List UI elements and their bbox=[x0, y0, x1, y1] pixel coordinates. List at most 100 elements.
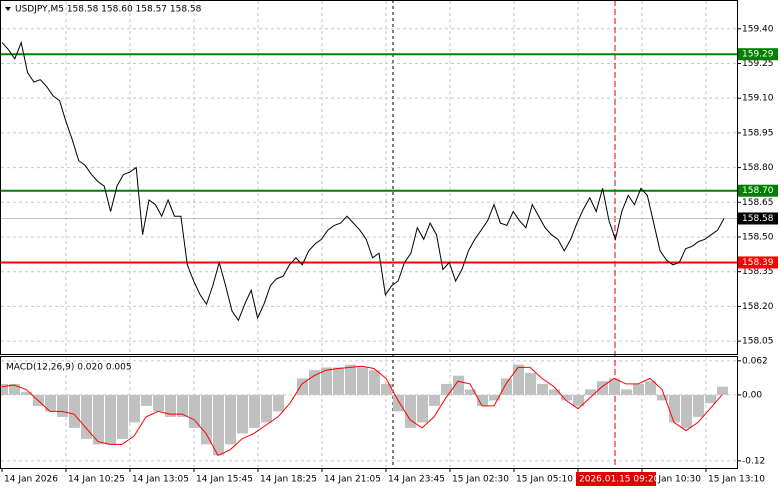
macd-bar bbox=[657, 394, 668, 401]
macd-bar bbox=[261, 394, 272, 423]
macd-bar bbox=[705, 394, 716, 404]
macd-bar bbox=[81, 394, 92, 439]
x-tick-label: 14 Jan 2026 bbox=[4, 475, 58, 485]
price-line bbox=[1, 40, 725, 322]
y-tick-label: 158.95 bbox=[742, 128, 774, 138]
level-label: 159.29 bbox=[742, 50, 774, 60]
macd-bar bbox=[717, 386, 728, 395]
y-tick-label: 159.25 bbox=[742, 59, 774, 69]
macd-bar bbox=[237, 394, 248, 434]
x-tick-label: 15 Jan 10:30 bbox=[644, 475, 701, 485]
price-tag bbox=[738, 212, 778, 225]
macd-bar bbox=[501, 378, 512, 395]
x-tick-label: 14 Jan 10:25 bbox=[68, 475, 125, 485]
macd-bar bbox=[513, 364, 524, 395]
macd-bar bbox=[165, 394, 176, 417]
macd-bar bbox=[561, 394, 572, 401]
y-tick-label: 158.05 bbox=[742, 337, 774, 347]
y-tick-label: 0.00 bbox=[742, 390, 762, 400]
x-tick-label: 14 Jan 23:45 bbox=[388, 475, 445, 485]
macd-bar bbox=[369, 370, 380, 395]
macd-bar bbox=[489, 394, 500, 401]
y-tick-label: 158.65 bbox=[742, 198, 774, 208]
macd-bar bbox=[225, 394, 236, 445]
macd-bar bbox=[105, 394, 116, 445]
macd-bar bbox=[45, 394, 56, 412]
symbol-header: USDJPY,M5 158.58 158.60 158.57 158.58 bbox=[15, 5, 202, 15]
macd-header: MACD(12,26,9) 0.020 0.005 bbox=[6, 363, 132, 373]
y-tick-label: 159.40 bbox=[742, 24, 774, 34]
cursor-time-label: 2026.01.15 09:20 bbox=[579, 475, 660, 485]
macd-bar bbox=[0, 383, 8, 395]
macd-bar bbox=[213, 394, 224, 456]
price-label: 158.58 bbox=[742, 214, 774, 224]
macd-bar bbox=[537, 383, 548, 395]
macd-bar bbox=[693, 394, 704, 417]
signal-line bbox=[1, 365, 723, 457]
macd-bar bbox=[681, 394, 692, 428]
level-label: 158.70 bbox=[742, 186, 774, 196]
macd-bar bbox=[417, 394, 428, 423]
x-tick-label: 15 Jan 02:30 bbox=[452, 475, 509, 485]
macd-bar bbox=[189, 394, 200, 428]
macd-bar bbox=[441, 383, 452, 395]
macd-bar bbox=[249, 394, 260, 428]
x-tick-label: 15 Jan 13:10 bbox=[708, 475, 765, 485]
macd-bar bbox=[141, 394, 152, 406]
macd-bar bbox=[453, 375, 464, 395]
macd-bar bbox=[333, 367, 344, 395]
macd-bar bbox=[153, 394, 164, 412]
level-tag bbox=[738, 256, 778, 269]
x-tick-label: 14 Jan 18:25 bbox=[260, 475, 317, 485]
macd-bar bbox=[477, 394, 488, 406]
level-tag bbox=[738, 48, 778, 61]
macd-bar bbox=[69, 394, 80, 428]
macd-bar bbox=[297, 378, 308, 395]
macd-bar bbox=[645, 381, 656, 395]
macd-bar bbox=[585, 389, 596, 395]
y-tick-label: 158.80 bbox=[742, 163, 774, 173]
macd-bar bbox=[201, 394, 212, 445]
macd-bar bbox=[621, 389, 632, 395]
macd-bar bbox=[405, 394, 416, 428]
macd-bar bbox=[345, 364, 356, 395]
macd-bar bbox=[321, 367, 332, 395]
macd-bar bbox=[549, 389, 560, 395]
x-tick-label: 14 Jan 13:05 bbox=[132, 475, 189, 485]
macd-bar bbox=[597, 381, 608, 395]
y-tick-label: 158.50 bbox=[742, 233, 774, 243]
macd-bar bbox=[129, 394, 140, 423]
macd-bar bbox=[669, 394, 680, 423]
macd-bar bbox=[381, 383, 392, 395]
level-tag bbox=[738, 184, 778, 197]
grid bbox=[1, 1, 737, 468]
macd-frame bbox=[0, 356, 738, 469]
menu-arrow[interactable] bbox=[5, 7, 11, 11]
macd-bar bbox=[525, 372, 536, 395]
macd-bar bbox=[429, 394, 440, 406]
macd-bar bbox=[177, 394, 188, 417]
x-tick-label: 14 Jan 15:45 bbox=[196, 475, 253, 485]
macd-bar bbox=[93, 394, 104, 445]
cursor-time-tag bbox=[576, 472, 656, 486]
x-tick-label: 14 Jan 21:05 bbox=[324, 475, 381, 485]
y-tick-label: 159.10 bbox=[742, 94, 774, 104]
macd-bar bbox=[273, 394, 284, 412]
macd-bar bbox=[9, 383, 20, 395]
labels: 159.40 159.25 159.10 158.95 158.80 158.65 158.… bbox=[1, 24, 778, 486]
macd-bar bbox=[393, 394, 404, 412]
y-tick-label: 158.35 bbox=[742, 267, 774, 277]
price-frame bbox=[0, 0, 738, 355]
macd-bar bbox=[633, 383, 644, 395]
macd-bar bbox=[117, 394, 128, 439]
y-tick-label: 158.20 bbox=[742, 302, 774, 312]
macd-bar bbox=[573, 394, 584, 406]
y-tick-label: -0.12 bbox=[742, 456, 765, 466]
level-label: 158.39 bbox=[742, 258, 774, 268]
macd-bar bbox=[309, 370, 320, 395]
macd-bar bbox=[465, 389, 476, 395]
macd-bar bbox=[21, 392, 32, 395]
marks bbox=[0, 40, 737, 457]
macd-bar bbox=[609, 378, 620, 395]
